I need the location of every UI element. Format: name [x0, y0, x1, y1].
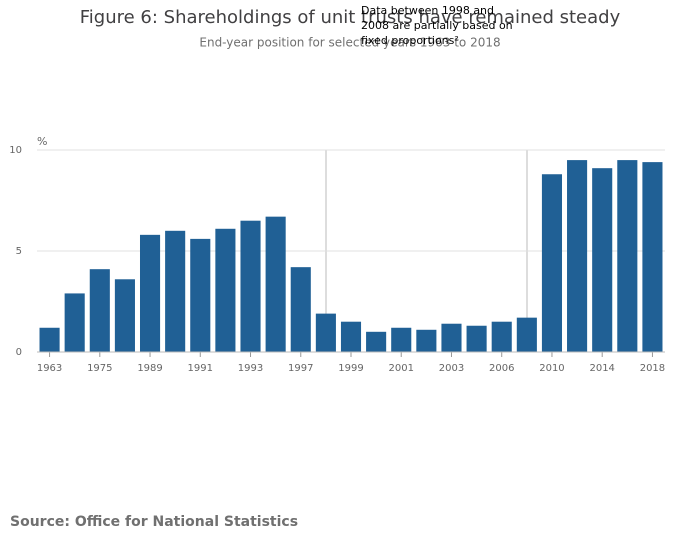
bar	[541, 174, 563, 352]
bar	[592, 168, 613, 352]
x-tick-label: 2010	[539, 363, 564, 374]
bar	[265, 216, 286, 352]
x-tick-label: 1999	[338, 363, 363, 374]
x-tick-label: 2006	[489, 363, 514, 374]
bar	[416, 329, 437, 352]
x-tick-label: 2014	[589, 363, 614, 374]
x-tick-label: 1993	[238, 363, 263, 374]
x-tick-label: 1963	[37, 363, 62, 374]
annotation-line: 2008 are partially based on	[361, 19, 513, 32]
bar	[491, 321, 512, 352]
x-tick-label: 1997	[288, 363, 313, 374]
bar	[139, 234, 161, 352]
bar	[240, 220, 261, 352]
bar	[642, 162, 663, 352]
bar	[340, 321, 362, 352]
x-tick-label: 1989	[137, 363, 162, 374]
bar	[617, 160, 638, 352]
x-tick-label: 2003	[439, 363, 464, 374]
annotation-line: Data between 1998 and	[361, 4, 494, 17]
chart-subtitle: End-year position for selected years 196…	[199, 36, 500, 50]
bar	[64, 293, 85, 352]
bar	[366, 331, 387, 352]
y-tick-label: 10	[9, 145, 22, 156]
x-tick-label: 1975	[87, 363, 112, 374]
bar	[89, 269, 110, 352]
source: Source: Office for National Statistics	[10, 514, 298, 530]
bar	[290, 267, 311, 352]
y-unit: %	[37, 135, 47, 148]
bar	[315, 313, 336, 352]
bar	[39, 327, 60, 352]
annotation-line: fixed proportions²	[361, 34, 459, 47]
x-tick-label: 1991	[188, 363, 213, 374]
bar	[466, 325, 487, 352]
bar	[391, 327, 412, 352]
chart-title: Figure 6: Shareholdings of unit trusts h…	[80, 7, 621, 28]
bar	[215, 228, 236, 352]
y-tick-label: 0	[16, 347, 22, 358]
bar	[114, 279, 135, 352]
x-tick-label: 2018	[640, 363, 665, 374]
bar	[441, 323, 462, 352]
y-tick-label: 5	[16, 246, 22, 257]
bar	[165, 230, 186, 352]
bar	[516, 317, 537, 352]
bar	[567, 160, 588, 352]
bar	[190, 238, 211, 352]
x-tick-label: 2001	[389, 363, 414, 374]
